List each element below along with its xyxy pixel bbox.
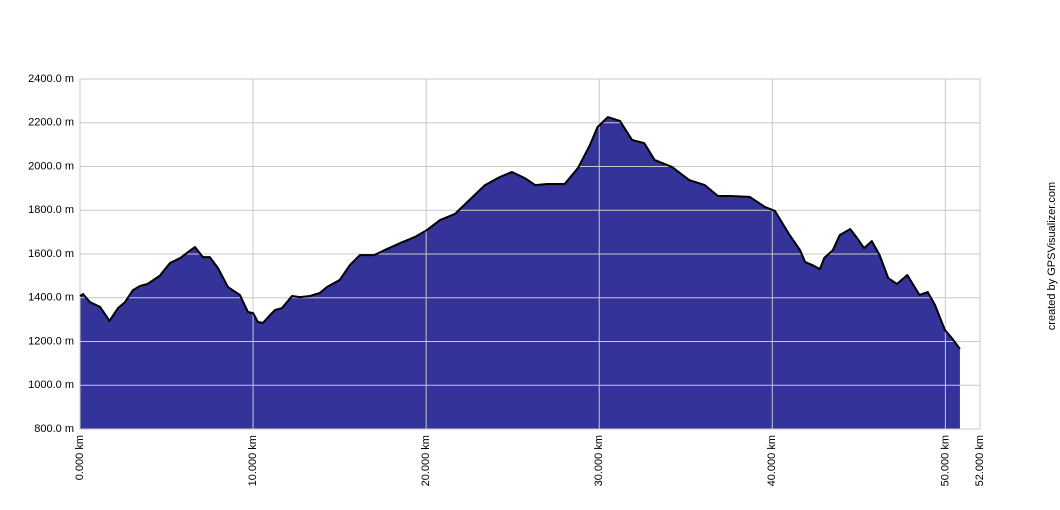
credit: created by GPSVisualizer.com [1046,182,1058,330]
area [80,117,960,429]
x-tick-label: 40.000 km [766,435,778,486]
y-tick-label: 800.0 m [34,423,74,435]
x-tick-label: 20.000 km [420,435,432,486]
y-tick-label: 1200.0 m [28,335,74,347]
x-tick-label: 10.000 km [247,435,259,486]
y-tick-label: 1000.0 m [28,379,74,391]
y-tick-label: 2200.0 m [28,117,74,129]
y-tick-label: 2000.0 m [28,160,74,172]
x-tick-label: 0.000 km [74,435,86,480]
y-tick-label: 1400.0 m [28,292,74,304]
y-tick-label: 1800.0 m [28,204,74,216]
y-tick-label: 1600.0 m [28,248,74,260]
elevation-line [79,116,961,350]
x-tick-label: 52.000 km [974,435,986,486]
x-tick-label: 50.000 km [939,435,951,486]
x-tick-label: 30.000 km [593,435,605,486]
y-tick-label: 2400.0 m [28,73,74,85]
